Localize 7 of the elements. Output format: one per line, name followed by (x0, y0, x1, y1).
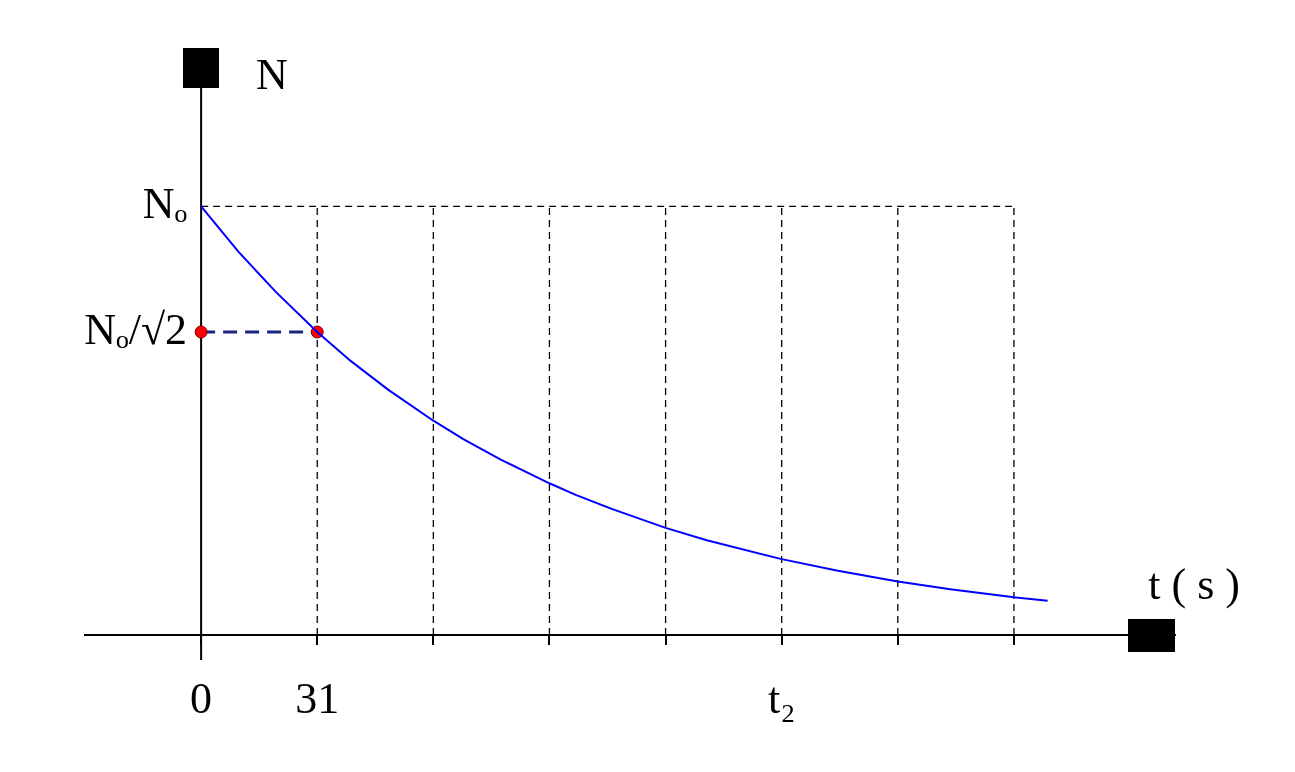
x-tick-label: 0 (190, 673, 213, 723)
annotation: Nₒ/√2 (84, 304, 188, 354)
x-tick-label: 31 (295, 673, 340, 723)
x-tick-label: t₂ (767, 673, 796, 723)
y-axis-title: N (256, 49, 288, 99)
annotation: Nₒ (142, 178, 188, 228)
x-axis-title: t ( s ) (1148, 559, 1240, 609)
